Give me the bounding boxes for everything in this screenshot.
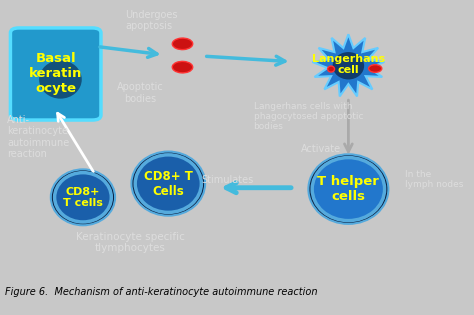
FancyBboxPatch shape [10,28,101,120]
Ellipse shape [55,173,111,222]
Text: Stimulates: Stimulates [201,175,254,185]
Ellipse shape [369,65,382,72]
Ellipse shape [131,152,205,216]
Text: Anti-
keratinocyte
autoimmune
reaction: Anti- keratinocyte autoimmune reaction [7,115,69,159]
Ellipse shape [312,158,384,220]
Text: In the
lymph nodes: In the lymph nodes [405,170,464,189]
Text: Keratinocyte specific
tlymphocytes: Keratinocyte specific tlymphocytes [76,232,185,253]
Text: Langerhans
cell: Langerhans cell [312,54,385,75]
Polygon shape [312,34,384,96]
Text: CD8+ T
Cells: CD8+ T Cells [144,169,193,198]
Text: CD8+
T cells: CD8+ T cells [63,186,103,208]
Text: Apoptotic
bodies: Apoptotic bodies [117,83,163,104]
Ellipse shape [172,38,193,49]
Text: Langerhans cells with
phagocytosed apoptotic
bodies: Langerhans cells with phagocytosed apopt… [254,101,363,131]
Ellipse shape [309,154,388,224]
Text: Activate: Activate [301,144,341,154]
Ellipse shape [51,169,115,225]
Text: Figure 6.  Mechanism of anti-keratinocyte autoimmune reaction: Figure 6. Mechanism of anti-keratinocyte… [5,288,317,297]
Ellipse shape [39,60,82,99]
Text: T helper
cells: T helper cells [318,175,379,203]
Text: Undergoes
apoptosis: Undergoes apoptosis [126,10,178,32]
Ellipse shape [172,61,193,73]
Text: Basal
keratin
ocyte: Basal keratin ocyte [29,53,82,95]
Ellipse shape [328,66,335,72]
Ellipse shape [333,52,364,79]
Ellipse shape [135,155,201,212]
